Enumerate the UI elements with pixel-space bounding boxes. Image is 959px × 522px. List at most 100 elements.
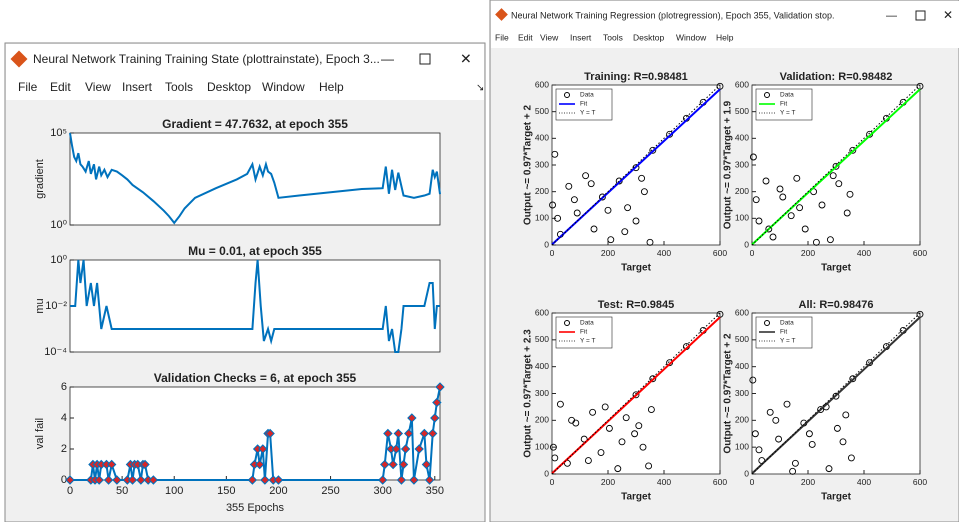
data-point: [649, 375, 657, 383]
x-tick-label: 600: [713, 477, 727, 487]
menu-item[interactable]: Window: [262, 80, 305, 94]
menu-item[interactable]: Tools: [165, 80, 193, 94]
x-tick-label: 250: [321, 485, 339, 497]
data-point: [649, 146, 657, 154]
y-tick-label: 10⁵: [50, 127, 67, 139]
data-marker: [140, 459, 150, 470]
maximize-button[interactable]: [915, 10, 926, 21]
y-tick-label: 6: [61, 381, 67, 393]
x-tick-label: 200: [601, 248, 615, 258]
legend-label: Data: [580, 92, 594, 99]
legend-label: Data: [580, 320, 594, 327]
x-tick-label: 400: [657, 477, 671, 487]
fit-line: [751, 88, 921, 246]
close-button[interactable]: ✕: [943, 8, 953, 22]
x-tick-label: 350: [426, 485, 444, 497]
y-tick-label: 200: [535, 186, 549, 196]
y-tick-label: 600: [535, 307, 549, 317]
menu-item[interactable]: File: [495, 32, 509, 42]
menu-item[interactable]: Window: [676, 32, 707, 42]
y-tick-label: 500: [735, 106, 749, 116]
menu-item[interactable]: Insert: [122, 80, 153, 94]
minimize-button[interactable]: —: [886, 10, 897, 22]
menu-item[interactable]: Insert: [570, 32, 592, 42]
minimize-button[interactable]: —: [381, 51, 394, 66]
y-tick-label: 500: [535, 334, 549, 344]
menu-item[interactable]: File: [18, 80, 38, 94]
x-tick-label: 50: [116, 485, 128, 497]
data-point: [549, 443, 557, 451]
dock-arrow[interactable]: ↘: [476, 83, 484, 94]
data-marker: [400, 444, 411, 454]
menu-item[interactable]: View: [85, 80, 111, 94]
menu-item[interactable]: Edit: [50, 80, 71, 94]
menu-item[interactable]: View: [540, 32, 559, 42]
data-point: [570, 196, 578, 204]
data-point: [614, 465, 622, 473]
data-point: [817, 406, 825, 414]
legend-marker: [764, 92, 770, 98]
data-marker: [430, 413, 440, 423]
data-point: [835, 180, 843, 188]
data-point: [843, 209, 851, 217]
menu-item[interactable]: Help: [716, 32, 734, 42]
data-point: [640, 188, 648, 196]
y-tick-label: 400: [735, 361, 749, 371]
x-tick-label: 200: [601, 477, 615, 487]
maximize-button[interactable]: [419, 53, 431, 65]
y-tick-label: 10⁰: [50, 254, 67, 266]
data-point: [752, 196, 760, 204]
menu-item[interactable]: Help: [319, 80, 344, 94]
data-marker: [424, 475, 435, 485]
x-tick-label: 400: [857, 248, 871, 258]
data-point: [590, 225, 598, 233]
data-point: [565, 182, 573, 190]
legend-label: Fit: [580, 329, 587, 336]
x-tick-label: 0: [750, 477, 755, 487]
data-point: [551, 454, 559, 462]
data-marker: [398, 459, 409, 470]
data-point: [793, 174, 801, 182]
y-tick-label: 0: [61, 474, 67, 486]
data-marker: [391, 444, 401, 454]
x-axis-label: Target: [621, 263, 651, 274]
y-tick-label: 10⁰: [50, 219, 67, 231]
y-tick-label: 2: [61, 443, 67, 455]
y-tick-label: 200: [735, 415, 749, 425]
identity-line: [751, 84, 921, 246]
legend-label: Fit: [780, 329, 787, 336]
x-tick-label: 200: [801, 248, 815, 258]
data-point: [645, 462, 653, 470]
data-marker: [377, 475, 388, 485]
y-axis-label: Output ~= 0.97*Target + 1.9: [723, 100, 734, 229]
y-tick-label: 100: [535, 213, 549, 223]
legend-label: Fit: [580, 101, 587, 108]
x-axis-label: Target: [621, 492, 651, 503]
data-marker: [247, 475, 258, 485]
data-point: [549, 201, 557, 209]
menu-item[interactable]: Desktop: [633, 32, 664, 42]
menu-bar: [6, 74, 484, 100]
axes: [69, 259, 441, 353]
legend-label: Y = T: [780, 338, 796, 345]
data-point: [766, 408, 774, 416]
x-tick-label: 0: [550, 248, 555, 258]
data-point: [624, 204, 632, 212]
close-button[interactable]: ✕: [460, 51, 472, 67]
data-point: [818, 201, 826, 209]
data-marker: [273, 475, 284, 485]
data-point: [775, 435, 783, 443]
data-point: [847, 454, 855, 462]
menu-item[interactable]: Tools: [603, 32, 623, 42]
y-tick-label: 300: [735, 159, 749, 169]
menu-item[interactable]: Desktop: [207, 80, 251, 94]
chart-title: Test: R=0.9845: [598, 299, 675, 311]
y-tick-label: 100: [735, 441, 749, 451]
y-axis-label: gradient: [34, 159, 46, 199]
legend-marker: [764, 320, 770, 326]
chart-title: Validation Checks = 6, at epoch 355: [154, 371, 357, 385]
window-title: Neural Network Training Regression (plot…: [511, 10, 835, 20]
menu-item[interactable]: Edit: [518, 32, 533, 42]
y-tick-label: 4: [61, 412, 67, 424]
